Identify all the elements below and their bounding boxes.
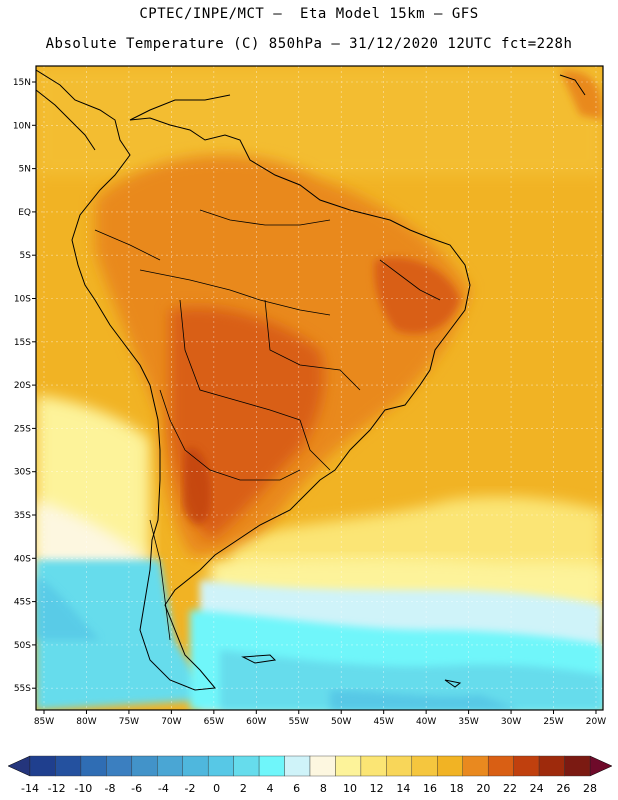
colorbar-swatch [564,755,591,777]
colorbar-swatch [55,755,82,777]
colorbar-tick-label: -12 [48,782,66,795]
lat-label: 5N [19,165,31,175]
cold-zone-south [220,650,603,710]
colorbar-swatch [284,755,311,777]
colorbar-tick-label: -4 [158,782,169,795]
graticule [36,66,603,710]
lat-label: EQ [18,208,31,218]
colorbar-swatch [335,755,362,777]
colorbar-labels: -14 -12 -10 -8 -6 -4 -2 0 2 4 6 8 10 12 14 16 18 20 22 24 26… [21,782,597,795]
axis-ticks [32,81,597,714]
colorbar-swatch [106,755,133,777]
colorbar-over-arrow [589,755,613,777]
colorbar [7,755,613,777]
colorbar-swatch [182,755,209,777]
cold-zone-southwest [36,560,210,710]
lat-label: 55S [14,684,31,694]
colorbar-tick-label: -10 [74,782,92,795]
lat-label: 25S [14,424,31,434]
colorbar-tick-label: 20 [476,782,490,795]
hotter-zone-northeast [374,257,460,334]
lon-label: 75W [119,717,139,727]
lon-label: 30W [501,717,521,727]
colorbar-swatch [487,755,514,777]
colorbar-tick-label: 14 [396,782,410,795]
lon-label: 45W [374,717,394,727]
colorbar-tick-label: 2 [240,782,247,795]
colorbar-tick-label: 12 [370,782,384,795]
colorbar-under-arrow [7,755,31,777]
colorbar-tick-label: -2 [185,782,196,795]
colorbar-swatch [538,755,565,777]
colorbar-swatch [386,755,413,777]
temperature-field [36,66,603,710]
lon-axis-labels: 85W 80W 75W 70W 65W 60W 55W 50W 45W 40W 35W 30W 25W 2… [34,717,606,727]
lat-label: 35S [14,511,31,521]
colorbar-swatch [437,755,463,777]
coastline [36,69,586,691]
colorbar-tick-label: -14 [21,782,39,795]
colorbar-swatch [309,755,336,777]
colorbar-tick-label: 8 [320,782,327,795]
colorbar-tick-label: 0 [213,782,220,795]
south-georgia-island [444,679,462,688]
lon-label: 55W [289,717,309,727]
colorbar-swatch [411,755,438,777]
colorbar-tick-label: 28 [583,782,597,795]
lon-label: 40W [416,717,436,727]
colorbar-tick-label: -6 [131,782,142,795]
central-america-coast [36,89,96,151]
colorbar-swatch [157,755,183,777]
lat-axis-labels: 15N 10N 5N EQ 5S 10S 15S 20S 25S 30S 35S 40S 45S 50S 5… [13,78,31,694]
colorbar-tick-label: 6 [293,782,300,795]
map-subtitle: Absolute Temperature (C) 850hPa – 31/12/… [45,36,573,52]
lon-label: 25W [543,717,563,727]
map-frame [35,65,604,711]
colorbar-swatch [80,755,107,777]
lon-label: 60W [246,717,266,727]
colorbar-tick-label: 16 [423,782,437,795]
lon-label: 50W [331,717,351,727]
falklands-island [241,654,277,664]
colorbar-tick-label: 22 [503,782,517,795]
colorbar-swatch [360,755,387,777]
lat-label: 30S [14,468,31,478]
lon-label: 35W [458,717,478,727]
colorbar-swatch [131,755,158,777]
lat-label: 15S [14,338,31,348]
lon-label: 70W [161,717,181,727]
lat-label: 20S [14,381,31,391]
lat-label: 10S [14,295,31,305]
country-borders [94,209,441,641]
lon-label: 20W [586,717,606,727]
lat-label: 10N [13,121,31,131]
lon-label: 80W [76,717,96,727]
map-title: CPTEC/INPE/MCT – Eta Model 15km – GFS [139,6,479,22]
colorbar-tick-label: 18 [450,782,464,795]
colorbar-tick-label: -8 [105,782,116,795]
lat-label: 5S [20,251,32,261]
lon-label: 65W [204,717,224,727]
colorbar-tick-label: 26 [556,782,570,795]
lat-label: 50S [14,641,31,651]
lat-label: 45S [14,598,31,608]
colorbar-swatch [207,755,234,777]
south-america-coast [36,69,471,691]
lat-label: 15N [13,78,31,88]
colorbar-tick-label: 10 [343,782,357,795]
colorbar-swatch [258,755,285,777]
antilles-coast [559,74,586,96]
colorbar-swatch [462,755,489,777]
colorbar-tick-label: 24 [530,782,544,795]
caribbean-coast [129,94,231,121]
colorbar-tick-label: 4 [267,782,274,795]
lat-label: 40S [14,554,31,564]
colorbar-swatch [29,755,56,777]
lon-label: 85W [34,717,54,727]
colorbar-swatch [233,755,260,777]
colorbar-swatch [513,755,540,777]
